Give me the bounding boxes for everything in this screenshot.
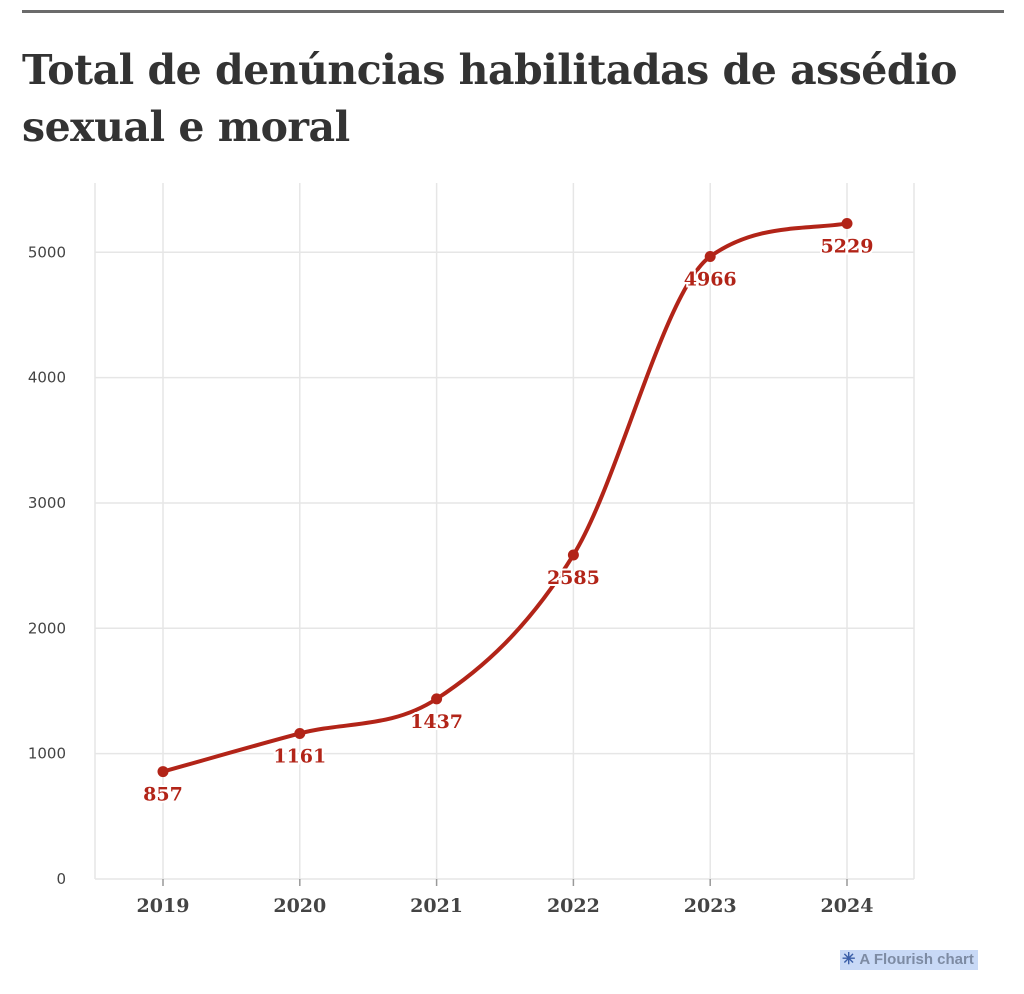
flourish-credit-link[interactable]: ✳ A Flourish chart: [840, 950, 978, 970]
data-label: 1161: [273, 745, 326, 767]
flourish-asterisk-icon: ✳: [842, 951, 856, 968]
y-tick-label: 4000: [28, 369, 66, 387]
data-point: [294, 727, 306, 739]
vertical-gridlines: [94, 183, 915, 879]
data-point: [567, 549, 579, 561]
x-tick-label: 2024: [821, 895, 874, 917]
series-group: [157, 218, 853, 778]
credit-label: A Flourish chart: [859, 951, 974, 968]
top-rule: [22, 10, 1004, 13]
series-line: [161, 221, 849, 774]
x-tick-label: 2021: [410, 895, 463, 917]
data-labels: 857 1161 1437 2585 4966 5229: [141, 234, 875, 808]
data-label: 857: [143, 784, 183, 806]
y-tick-label: 0: [56, 870, 66, 888]
x-tick-label: 2019: [137, 895, 190, 917]
data-label: 4966: [684, 269, 737, 291]
x-tick-label: 2023: [684, 895, 737, 917]
horizontal-gridlines: [95, 251, 914, 880]
x-tick-label: 2020: [273, 895, 326, 917]
y-tick-label: 2000: [28, 619, 66, 637]
data-label: 2585: [547, 567, 600, 589]
y-tick-label: 5000: [28, 243, 66, 261]
data-point: [841, 218, 853, 230]
x-tick-label: 2022: [547, 895, 600, 917]
data-label: 5229: [821, 236, 874, 258]
y-tick-label: 3000: [28, 494, 66, 512]
data-label: 1437: [410, 711, 463, 733]
data-point: [704, 251, 716, 263]
chart-title: Total de denúncias habilitadas de assédi…: [22, 46, 957, 151]
x-axis-ticks: 2019 2020 2021 2022 2023 2024: [137, 879, 874, 917]
data-point: [157, 766, 169, 778]
y-tick-label: 1000: [28, 745, 66, 763]
data-point: [431, 693, 443, 705]
y-axis-ticks: 0 1000 2000 3000 4000 5000: [28, 243, 66, 888]
